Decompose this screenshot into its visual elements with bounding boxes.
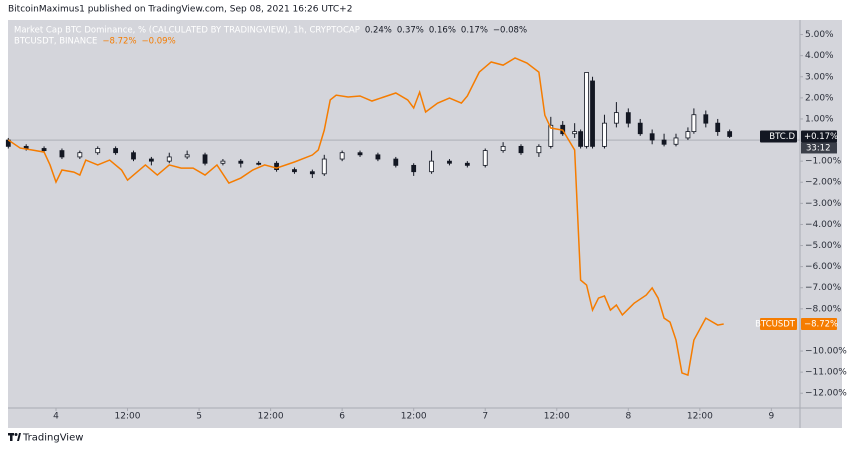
- candle-body: [691, 114, 697, 133]
- price-label-box: [801, 130, 837, 143]
- x-tick-label: 4: [53, 412, 59, 422]
- x-tick-label: 12:00: [544, 412, 570, 422]
- price-label-name-box: [760, 130, 797, 143]
- candle-body: [131, 152, 136, 160]
- y-tick-label: 5.00%: [805, 30, 834, 40]
- x-tick-label: 8: [625, 412, 631, 422]
- candle-body: [703, 114, 709, 124]
- candle-body: [393, 158, 399, 166]
- candle-body: [202, 154, 208, 164]
- brand-logo: [8, 433, 21, 441]
- x-tick-label: 12:00: [258, 412, 284, 422]
- price-label-name-box: [760, 318, 797, 331]
- legend-value: −8.72%: [102, 37, 136, 47]
- candle-body: [375, 154, 381, 160]
- candle-body: [238, 160, 244, 164]
- x-tick-label: 5: [196, 412, 202, 422]
- candle-body: [274, 162, 279, 170]
- y-tick-label: −5.00%: [805, 241, 842, 251]
- legend-value: 0.16%: [429, 26, 456, 36]
- legend-title: Market Cap BTC Dominance, % (CALCULATED …: [14, 26, 360, 36]
- candle-body: [292, 169, 297, 173]
- candle-body: [500, 145, 506, 151]
- timer: 33:12: [806, 143, 831, 153]
- price-label-name: BTCUSDT: [755, 320, 796, 330]
- y-tick-label: −12.00%: [805, 389, 847, 399]
- candle-body: [518, 145, 524, 154]
- y-tick-label: 2.00%: [805, 93, 834, 103]
- x-tick-label: 12:00: [115, 412, 141, 422]
- candle-body: [572, 131, 578, 135]
- y-tick-label: −10.00%: [805, 347, 847, 357]
- candle-body: [673, 137, 679, 145]
- legend-title: BTCUSDT, BINANCE: [14, 37, 97, 47]
- candle-body: [625, 112, 631, 124]
- legend-value: −0.08%: [493, 26, 527, 36]
- candle-body: [113, 148, 119, 154]
- candle-body: [536, 145, 542, 154]
- legend-value: 0.17%: [461, 26, 488, 36]
- candle-body: [464, 162, 470, 166]
- candle-body: [357, 152, 363, 156]
- candle-body: [220, 160, 226, 164]
- candle-body: [548, 124, 554, 147]
- timer-box: [801, 142, 837, 154]
- y-tick-label: 3.00%: [805, 72, 834, 82]
- candle-body: [309, 171, 315, 175]
- candle-body: [685, 131, 691, 139]
- x-tick-label: 12:00: [401, 412, 427, 422]
- y-tick-label: −4.00%: [805, 220, 842, 230]
- candle-body: [339, 152, 345, 160]
- price-label: +0.17%: [804, 132, 838, 142]
- candle-body: [727, 131, 733, 137]
- candle-body: [184, 154, 190, 158]
- x-tick-label: 9: [769, 412, 775, 422]
- candle-body: [95, 148, 101, 154]
- price-line: [7, 57, 724, 377]
- candle-body: [715, 122, 721, 133]
- candle-body: [447, 160, 452, 164]
- x-tick-label: 7: [482, 412, 488, 422]
- y-tick-label: −2.00%: [805, 178, 842, 188]
- y-tick-label: 1.00%: [805, 114, 834, 124]
- candle-body: [41, 148, 47, 151]
- candle-body: [482, 150, 488, 166]
- publisher-line: BitcoinMaximus1 published on TradingView…: [8, 5, 352, 15]
- price-label-name: BTC.D: [769, 132, 795, 142]
- candle-body: [321, 158, 327, 175]
- y-tick-label: 4.00%: [805, 51, 834, 61]
- candle-body: [59, 150, 65, 158]
- chart-panel: [8, 20, 842, 428]
- candle-body: [411, 164, 417, 173]
- x-tick-label: 6: [339, 412, 345, 422]
- y-tick-label: −1.00%: [805, 157, 842, 167]
- candle-body: [429, 160, 434, 173]
- legend-value: 0.37%: [397, 26, 424, 36]
- legend-value: 0.24%: [365, 26, 392, 36]
- candle-body: [613, 112, 619, 124]
- y-tick-label: −11.00%: [805, 368, 847, 378]
- candle-body: [578, 131, 584, 147]
- candle-body: [77, 152, 83, 158]
- y-tick-label: −7.00%: [805, 283, 842, 293]
- candle-body: [637, 122, 643, 135]
- x-tick-label: 12:00: [687, 412, 713, 422]
- price-label-box: [801, 318, 837, 331]
- y-tick-label: −3.00%: [805, 199, 842, 209]
- legend-value: −0.09%: [142, 37, 176, 47]
- candle-body: [602, 122, 607, 147]
- y-tick-label: −6.00%: [805, 262, 842, 272]
- price-label: −8.72%: [804, 320, 838, 330]
- candle-body: [590, 80, 595, 147]
- candle-body: [148, 158, 154, 162]
- candle-body: [166, 156, 172, 162]
- candle-body: [649, 133, 655, 141]
- y-tick-label: −8.00%: [805, 304, 842, 314]
- candle-body: [584, 72, 589, 147]
- candle-body: [256, 162, 262, 165]
- brand: TradingView: [22, 433, 83, 444]
- candle-body: [661, 139, 667, 145]
